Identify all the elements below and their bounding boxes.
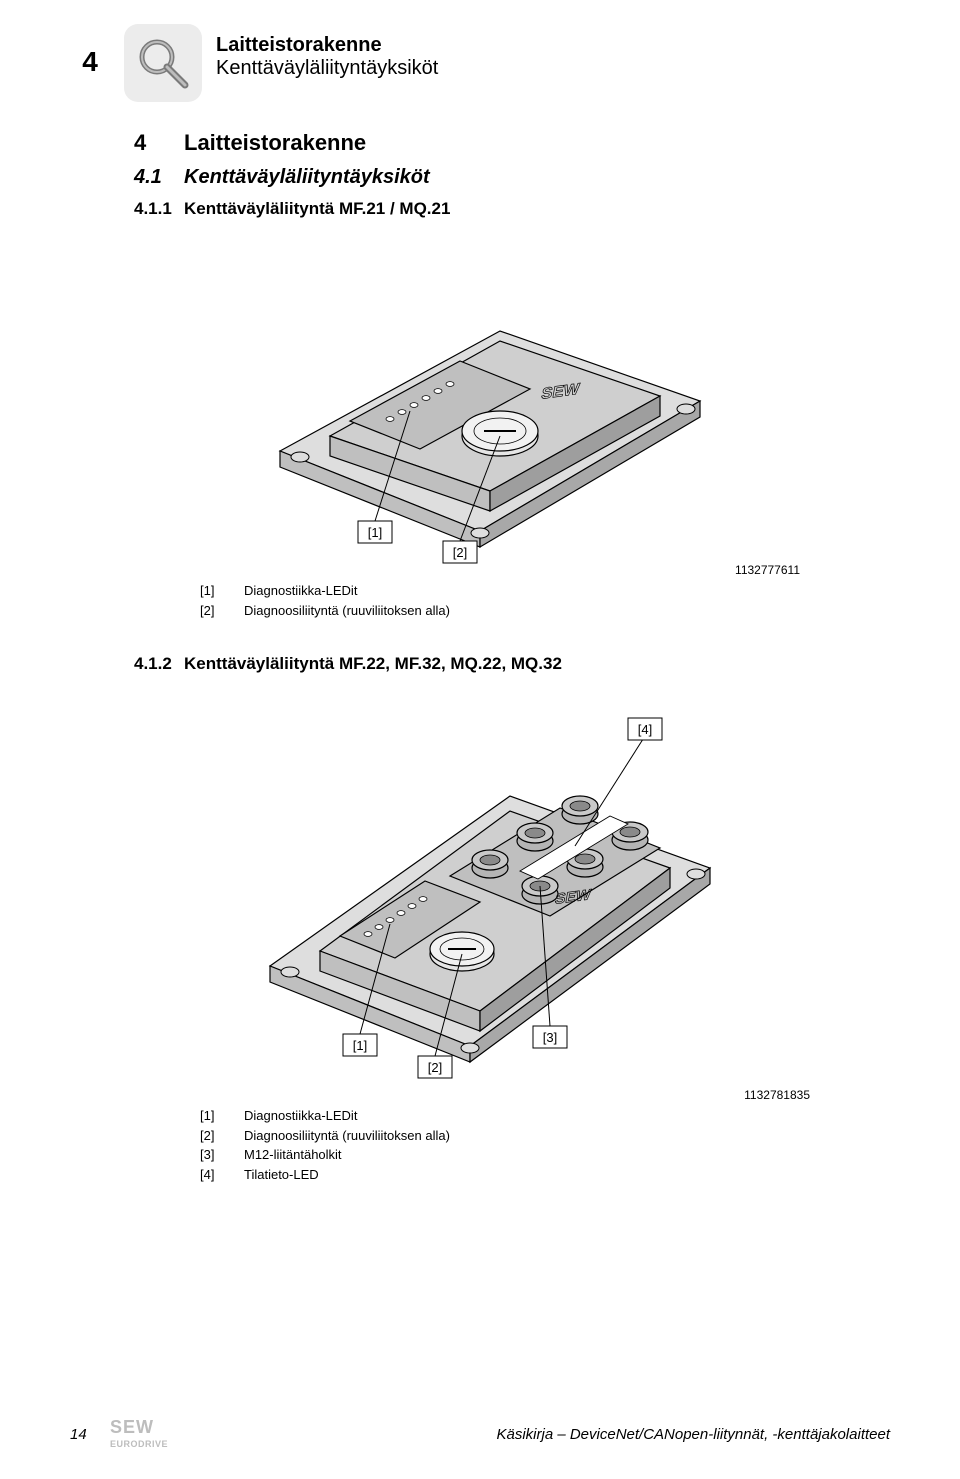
key-tag: [1] (200, 581, 226, 601)
svg-text:EURODRIVE: EURODRIVE (110, 1439, 168, 1449)
sec-title: Kenttäväyläliityntä MF.22, MF.32, MQ.22,… (184, 654, 562, 673)
brand-logo: SEW EURODRIVE (110, 1417, 182, 1451)
key-text: M12-liitäntäholkit (244, 1145, 342, 1165)
key-text: Diagnoosiliityntä (ruuviliitoksen alla) (244, 601, 450, 621)
key-tag: [2] (200, 601, 226, 621)
key-text: Tilatieto-LED (244, 1165, 319, 1185)
figure-id: 1132777611 (735, 563, 800, 577)
svg-text:[1]: [1] (353, 1038, 367, 1053)
sec-num: 4.1.2 (134, 654, 184, 674)
page-header: 4 Laitteistorakenne Kenttäväyläliityntäy… (70, 24, 890, 102)
figure-2-key: [1] Diagnostiikka-LEDit [2] Diagnoosiliity… (200, 1106, 890, 1184)
svg-text:[1]: [1] (368, 525, 382, 540)
key-tag: [1] (200, 1106, 226, 1126)
page-footer: 14 SEW EURODRIVE Käsikirja – DeviceNet/C… (70, 1417, 890, 1451)
key-tag: [3] (200, 1145, 226, 1165)
key-text: Diagnostiikka-LEDit (244, 581, 357, 601)
svg-text:[3]: [3] (543, 1030, 557, 1045)
header-title: Laitteistorakenne (216, 34, 438, 57)
sec-title: Kenttäväyläliityntä MF.21 / MQ.21 (184, 199, 450, 218)
header-subtitle: Kenttäväyläliityntäyksiköt (216, 57, 438, 80)
svg-text:SEW: SEW (110, 1417, 154, 1437)
svg-text:[2]: [2] (428, 1060, 442, 1075)
sec-num: 4.1.1 (134, 199, 184, 219)
sec-num: 4 (134, 130, 184, 156)
sec-title: Kenttäväyläliityntäyksiköt (184, 166, 430, 188)
section-4-1: 4.1Kenttäväyläliityntäyksiköt (134, 166, 890, 189)
svg-text:[4]: [4] (638, 722, 652, 737)
key-tag: [4] (200, 1165, 226, 1185)
page-number: 14 (70, 1426, 98, 1443)
page: 4 Laitteistorakenne Kenttäväyläliityntäy… (0, 0, 960, 1479)
figure-1-key: [1] Diagnostiikka-LEDit [2] Diagnoosiliity… (200, 581, 890, 620)
chapter-number: 4 (70, 24, 110, 78)
section-4-1-2: 4.1.2Kenttäväyläliityntä MF.22, MF.32, M… (134, 654, 890, 674)
section-4: 4Laitteistorakenne (70, 130, 890, 156)
header-text: Laitteistorakenne Kenttäväyläliityntäyks… (216, 24, 438, 80)
sec-title: Laitteistorakenne (184, 130, 366, 155)
key-tag: [2] (200, 1126, 226, 1146)
figure-1: SEW [1] [2] 1132777611 (70, 241, 890, 571)
svg-text:[2]: [2] (453, 545, 467, 560)
key-text: Diagnostiikka-LEDit (244, 1106, 357, 1126)
key-text: Diagnoosiliityntä (ruuviliitoksen alla) (244, 1126, 450, 1146)
sec-num: 4.1 (134, 166, 184, 189)
magnifier-icon (124, 24, 202, 102)
figure-id: 1132781835 (744, 1088, 810, 1102)
section-4-1-1: 4.1.1Kenttäväyläliityntä MF.21 / MQ.21 (134, 199, 890, 219)
footer-text: Käsikirja – DeviceNet/CANopen-liitynnät,… (194, 1426, 890, 1443)
figure-2: SEW [1] [2] [3] [4] 113278183 (70, 696, 890, 1096)
